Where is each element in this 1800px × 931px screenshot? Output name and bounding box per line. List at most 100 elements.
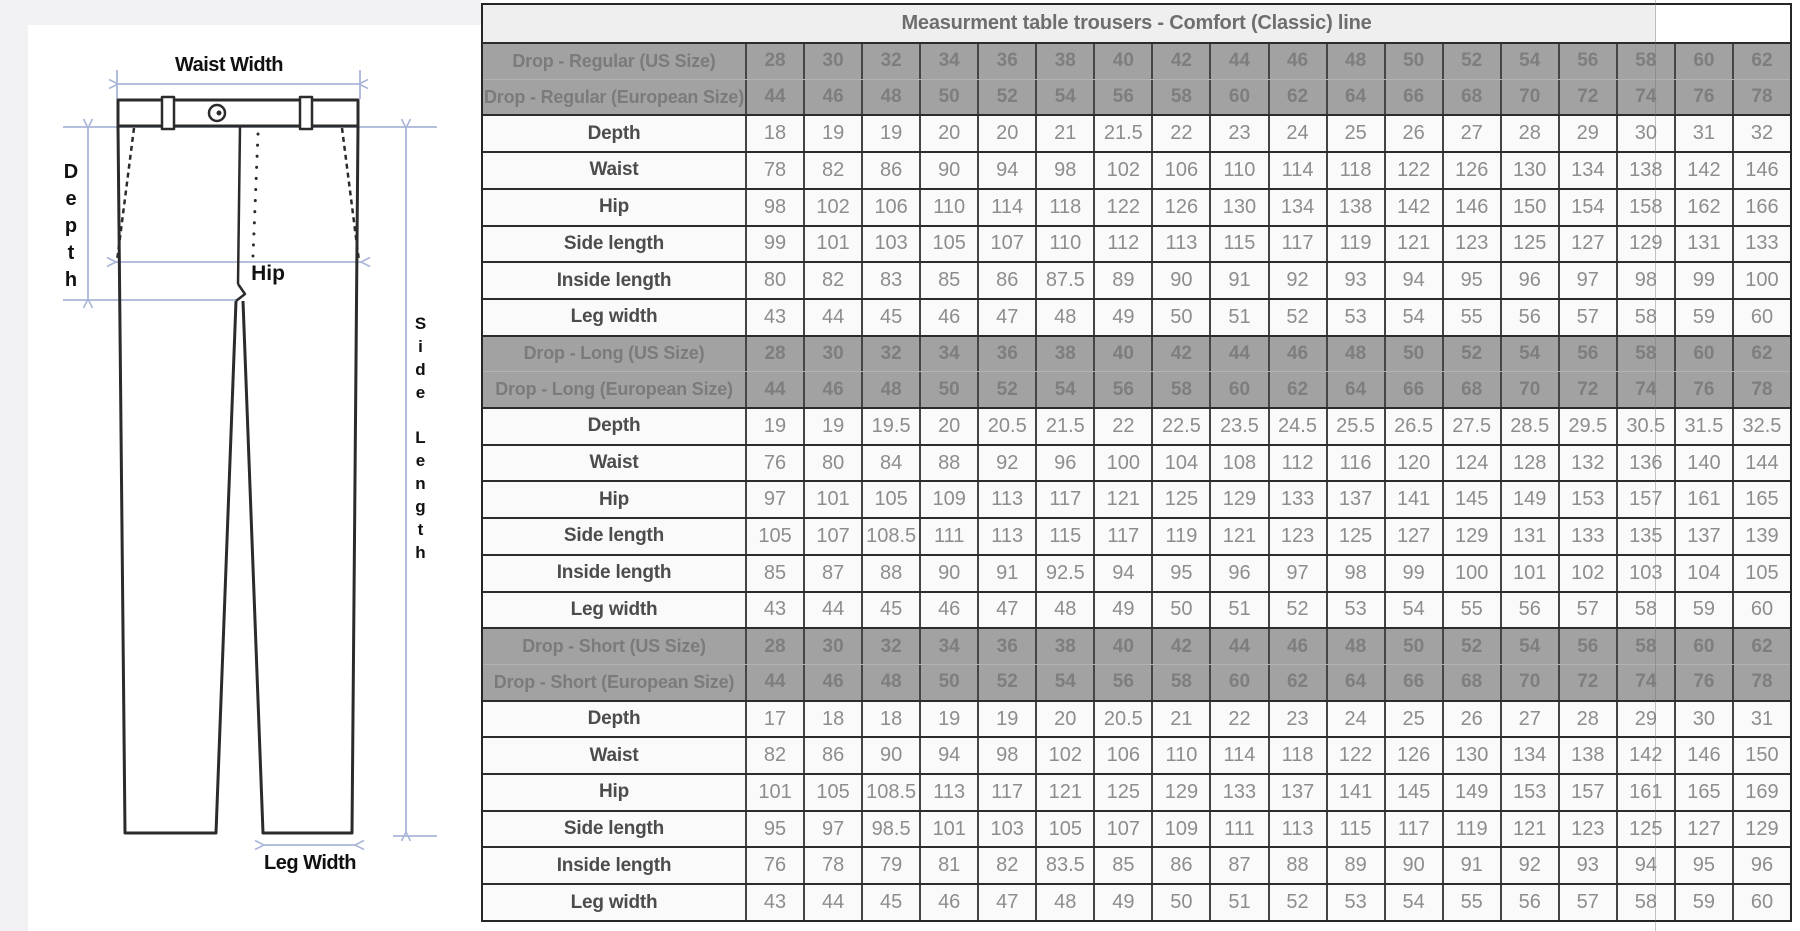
- value-cell: 55: [1441, 885, 1500, 920]
- value-cell: 103: [1615, 555, 1674, 591]
- value-cell: 100: [1731, 263, 1790, 298]
- value-cell: 129: [1151, 775, 1210, 810]
- measurement-row: Waist 82 86 90 94 98 102 106 110 114 118 122 126 130 1…: [483, 736, 1790, 774]
- row-label: Waist: [483, 738, 745, 774]
- value-cell: 117: [1383, 811, 1442, 847]
- value-cell: 18: [861, 701, 920, 737]
- value-cell: 70: [1499, 79, 1558, 115]
- value-cell: 21: [1035, 116, 1094, 152]
- value-cell: 46: [803, 664, 862, 700]
- value-cell: 82: [803, 263, 862, 298]
- value-cell: 64: [1325, 79, 1384, 115]
- value-cell: 47: [977, 885, 1036, 920]
- value-cell: 17: [745, 701, 804, 737]
- value-cell: 90: [861, 738, 920, 774]
- value-cell: 98.5: [861, 811, 920, 847]
- value-cell: 97: [803, 811, 862, 847]
- value-cell: 46: [1267, 44, 1326, 79]
- value-cell: 100: [1093, 445, 1152, 481]
- value-cell: 62: [1267, 664, 1326, 700]
- value-cell: 56: [1499, 299, 1558, 335]
- value-cell: 58: [1151, 79, 1210, 115]
- value-cell: 34: [919, 629, 978, 664]
- value-cell: 29.5: [1557, 409, 1616, 444]
- value-cell: 74: [1615, 79, 1674, 115]
- value-cell: 54: [1035, 79, 1094, 115]
- value-cell: 46: [919, 592, 978, 628]
- value-cell: 154: [1557, 189, 1616, 225]
- value-cell: 23.5: [1209, 409, 1268, 444]
- value-cell: 50: [1151, 885, 1210, 920]
- value-cell: 76: [1673, 372, 1732, 408]
- value-cell: 70: [1499, 372, 1558, 408]
- value-cell: 146: [1673, 738, 1732, 774]
- value-cell: 25: [1325, 116, 1384, 152]
- value-cell: 66: [1383, 664, 1442, 700]
- value-cell: 72: [1557, 372, 1616, 408]
- row-label: Drop - Long (European Size): [483, 372, 745, 408]
- value-cell: 119: [1151, 519, 1210, 554]
- value-cell: 131: [1499, 519, 1558, 554]
- value-cell: 76: [745, 848, 804, 884]
- value-cell: 53: [1325, 299, 1384, 335]
- value-cell: 105: [1731, 555, 1790, 591]
- value-cell: 82: [745, 738, 804, 774]
- value-cell: 28: [745, 44, 804, 79]
- value-cell: 133: [1731, 226, 1790, 262]
- value-cell: 87: [803, 555, 862, 591]
- value-cell: 55: [1441, 299, 1500, 335]
- side-length-label-word1: Side: [411, 314, 430, 406]
- value-cell: 102: [1035, 738, 1094, 774]
- value-cell: 68: [1441, 372, 1500, 408]
- value-cell: 98: [977, 738, 1036, 774]
- value-cell: 19: [977, 701, 1036, 737]
- value-cell: 150: [1499, 189, 1558, 225]
- value-cell: 146: [1441, 189, 1500, 225]
- value-cell: 113: [1151, 226, 1210, 262]
- value-cell: 132: [1557, 445, 1616, 481]
- value-cell: 86: [1151, 848, 1210, 884]
- value-cell: 130: [1441, 738, 1500, 774]
- value-cell: 142: [1383, 189, 1442, 225]
- value-cell: 80: [803, 445, 862, 481]
- value-cell: 36: [977, 629, 1036, 664]
- belt-loop-left: [160, 95, 176, 131]
- value-cell: 30: [1673, 701, 1732, 737]
- value-cell: 113: [1267, 811, 1326, 847]
- value-cell: 27: [1441, 116, 1500, 152]
- crotch-notch: [235, 283, 247, 302]
- value-cell: 23: [1267, 701, 1326, 737]
- value-cell: 78: [1731, 664, 1790, 700]
- value-cell: 50: [1151, 299, 1210, 335]
- value-cell: 117: [977, 775, 1036, 810]
- row-label: Inside length: [483, 555, 745, 591]
- value-cell: 120: [1383, 445, 1442, 481]
- value-cell: 60: [1731, 592, 1790, 628]
- value-cell: 102: [1093, 153, 1152, 188]
- value-cell: 112: [1093, 226, 1152, 262]
- value-cell: 123: [1267, 519, 1326, 554]
- value-cell: 76: [745, 445, 804, 481]
- measurement-row: Hip 101 105 108.5 113 117 121 125 129 133 137 141 14…: [483, 773, 1790, 810]
- value-cell: 124: [1441, 445, 1500, 481]
- right-leg: [241, 125, 360, 835]
- value-cell: 48: [1325, 629, 1384, 664]
- value-cell: 89: [1325, 848, 1384, 884]
- value-cell: 99: [745, 226, 804, 262]
- row-label: Inside length: [483, 848, 745, 884]
- value-cell: 103: [977, 811, 1036, 847]
- value-cell: 135: [1615, 519, 1674, 554]
- value-cell: 52: [977, 372, 1036, 408]
- value-cell: 54: [1383, 592, 1442, 628]
- measurement-row: Inside length 80 82 83 85 86 87.5 89 90 91 92 93 94 9…: [483, 261, 1790, 298]
- value-cell: 90: [1151, 263, 1210, 298]
- value-cell: 146: [1731, 153, 1790, 188]
- value-cell: 23: [1209, 116, 1268, 152]
- value-cell: 161: [1615, 775, 1674, 810]
- value-cell: 101: [1499, 555, 1558, 591]
- value-cell: 45: [861, 592, 920, 628]
- value-cell: 144: [1731, 445, 1790, 481]
- value-cell: 118: [1035, 189, 1094, 225]
- value-cell: 44: [803, 592, 862, 628]
- value-cell: 47: [977, 299, 1036, 335]
